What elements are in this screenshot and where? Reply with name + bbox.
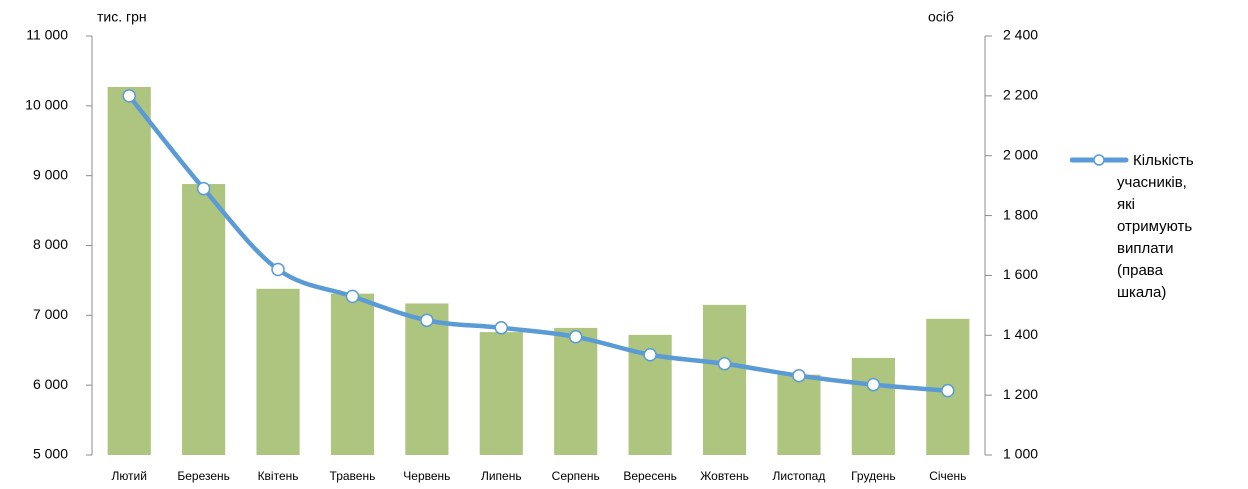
y2-tick-label: 1 800 xyxy=(1003,206,1038,222)
y2-tick-label: 1 000 xyxy=(1003,446,1038,462)
x-tick-label: Вересень xyxy=(623,469,677,483)
bar xyxy=(107,86,151,455)
x-tick-label: Липень xyxy=(481,469,522,483)
bar xyxy=(851,357,895,455)
x-tick-label: Квітень xyxy=(258,469,299,483)
y-tick-label: 5 000 xyxy=(33,446,68,462)
y2-axis-label: осіб xyxy=(928,9,954,25)
x-tick-label: Березень xyxy=(177,469,230,483)
y2-tick-label: 1 600 xyxy=(1003,266,1038,282)
line-marker xyxy=(866,377,881,392)
line-marker xyxy=(345,289,360,304)
y2-tick-label: 2 400 xyxy=(1003,27,1038,43)
line-marker xyxy=(568,330,583,344)
bar xyxy=(777,374,821,455)
y-tick-label: 9 000 xyxy=(33,166,68,182)
legend-icon xyxy=(1070,154,1129,166)
x-tick-label: Жовтень xyxy=(700,469,749,483)
line-marker xyxy=(941,383,955,398)
line-marker xyxy=(420,313,434,328)
y2-tick-label: 2 200 xyxy=(1003,87,1038,103)
bar xyxy=(479,332,523,455)
bar xyxy=(256,288,300,455)
line-marker xyxy=(494,321,509,335)
y-tick-label: 8 000 xyxy=(33,236,68,252)
y-tick-label: 6 000 xyxy=(33,376,68,392)
line-marker xyxy=(717,356,732,371)
y2-tick-label: 1 200 xyxy=(1003,386,1038,402)
bar xyxy=(330,293,375,455)
x-tick-label: Серпень xyxy=(552,469,600,483)
y-axis-label: тис. грн xyxy=(97,9,147,25)
line-marker xyxy=(196,181,211,196)
y-tick-label: 11 000 xyxy=(26,27,68,43)
x-tick-label: Січень xyxy=(929,469,966,483)
y-tick-label: 7 000 xyxy=(33,306,68,322)
y2-tick-label: 2 000 xyxy=(1003,146,1038,162)
y-tick-label: 10 000 xyxy=(25,97,68,113)
y2-tick-label: 1 400 xyxy=(1003,326,1038,342)
line-marker xyxy=(271,262,285,277)
line xyxy=(126,93,951,393)
x-tick-label: Травень xyxy=(330,469,376,483)
bar xyxy=(702,304,747,455)
line-marker xyxy=(643,347,657,362)
legend-label: Кількість учасників, які отримують випла… xyxy=(1117,152,1194,301)
x-tick-label: Червень xyxy=(403,469,450,483)
bar xyxy=(554,327,598,455)
x-tick-label: Лютий xyxy=(111,469,147,483)
bar xyxy=(182,184,226,455)
bar xyxy=(405,303,449,455)
x-tick-label: Грудень xyxy=(851,469,896,483)
line-marker xyxy=(792,368,806,383)
line-marker xyxy=(122,89,136,103)
x-tick-label: Листопад xyxy=(773,469,826,483)
